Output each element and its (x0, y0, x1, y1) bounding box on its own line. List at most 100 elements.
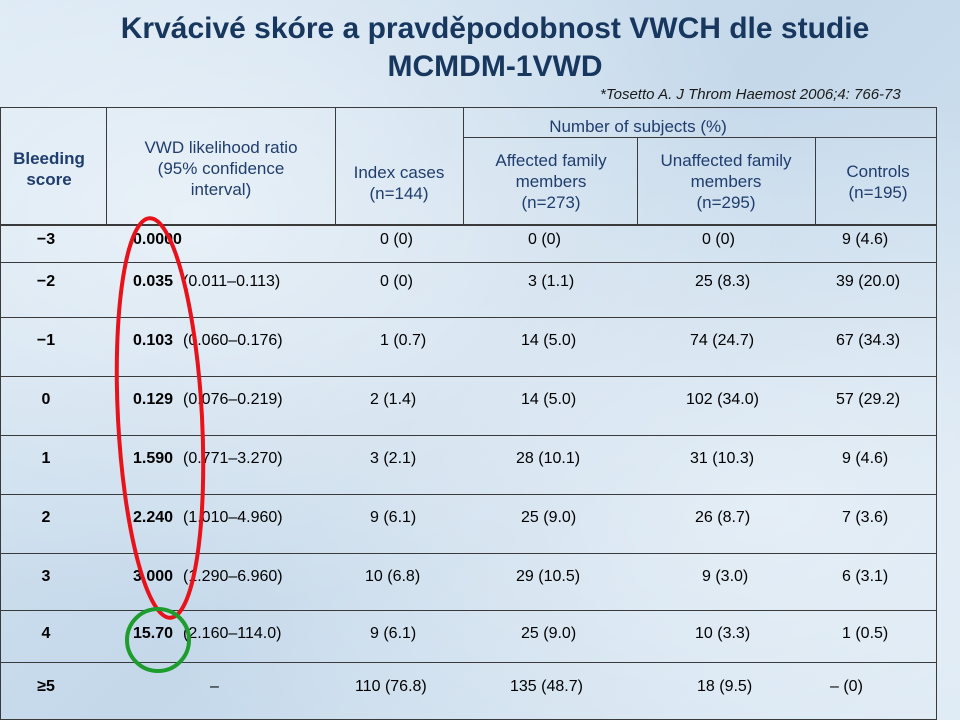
col-divider (106, 107, 107, 225)
row-score: −3 (36, 231, 56, 248)
row-separator (0, 435, 937, 436)
header-line: Controls (846, 162, 910, 181)
header-line: Bleeding (13, 149, 85, 168)
header-line: interval) (190, 180, 252, 199)
header-line: (n=295) (696, 193, 756, 212)
index-value: 110 (76.8) (355, 678, 427, 695)
row-score: 4 (41, 625, 51, 642)
red-highlight-ellipse (114, 216, 206, 620)
affected-value: 135 (48.7) (510, 678, 583, 695)
likelihood-ci: (2.160–114.0) (183, 625, 282, 642)
header-line: members (515, 172, 587, 191)
index-value: 0 (0) (380, 231, 413, 248)
index-value: 9 (6.1) (370, 509, 417, 526)
row-score: ≥5 (37, 678, 55, 695)
header-bleeding-score: Bleeding score (4, 148, 94, 190)
header-line: score (26, 170, 72, 189)
table-left-line (0, 107, 1, 719)
likelihood-value: 0.103 (133, 332, 174, 349)
index-value: 0 (0) (380, 273, 413, 290)
row-separator (0, 262, 937, 263)
likelihood-ci: (0.060–0.176) (183, 332, 283, 349)
affected-value: 25 (9.0) (521, 509, 577, 526)
affected-value: 14 (5.0) (521, 391, 577, 408)
row-score: 1 (41, 450, 51, 467)
green-highlight-circle (125, 607, 191, 673)
page-title: Krvácivé skóre a pravděpodobnost VWCH dl… (60, 10, 930, 86)
header-index-cases: Index cases (n=144) (336, 162, 462, 204)
col-divider (463, 107, 464, 225)
citation: *Tosetto A. J Throm Haemost 2006;4: 766-… (600, 86, 901, 103)
index-value: 3 (2.1) (370, 450, 417, 467)
unaffected-value: 0 (0) (702, 231, 735, 248)
unaffected-value: 74 (24.7) (690, 332, 755, 349)
controls-value: 9 (4.6) (842, 231, 889, 248)
index-value: 9 (6.1) (370, 625, 417, 642)
unaffected-value: 9 (3.0) (702, 568, 749, 585)
controls-value: 7 (3.6) (842, 509, 889, 526)
col-divider (637, 138, 638, 225)
title-line-2: MCMDM-1VWD (387, 50, 603, 83)
row-score: 3 (41, 568, 51, 585)
likelihood-value: 0.129 (133, 391, 174, 408)
controls-value: 67 (34.3) (836, 332, 901, 349)
controls-value: 57 (29.2) (836, 391, 901, 408)
row-separator (0, 317, 937, 318)
likelihood-value: 15.70 (133, 625, 174, 642)
affected-value: 14 (5.0) (521, 332, 577, 349)
controls-value: 9 (4.6) (842, 450, 889, 467)
likelihood-ci: (1.290–6.960) (183, 568, 283, 585)
unaffected-value: 25 (8.3) (695, 273, 751, 290)
row-separator (0, 610, 937, 611)
header-line: (n=273) (521, 193, 581, 212)
title-line-1: Krvácivé skóre a pravděpodobnost VWCH dl… (120, 12, 870, 45)
affected-value: 29 (10.5) (516, 568, 581, 585)
controls-value: 6 (3.1) (842, 568, 889, 585)
unaffected-value: 10 (3.3) (695, 625, 751, 642)
header-unaffected: Unaffected family members (n=295) (638, 150, 814, 213)
unaffected-value: 102 (34.0) (686, 391, 759, 408)
subheader-line (463, 137, 937, 138)
header-number-of-subjects: Number of subjects (%) (549, 117, 727, 136)
header-controls: Controls (n=195) (816, 161, 940, 203)
likelihood-value: 1.590 (133, 450, 174, 467)
row-score: 0 (41, 391, 51, 408)
likelihood-ci: (0.771–3.270) (183, 450, 283, 467)
unaffected-value: 26 (8.7) (695, 509, 751, 526)
likelihood-ci: (1.010–4.960) (183, 509, 283, 526)
col-divider (815, 138, 816, 225)
controls-value: 39 (20.0) (836, 273, 901, 290)
row-score: −1 (36, 332, 56, 349)
table-right-line (936, 107, 937, 719)
header-line: Index cases (353, 163, 445, 182)
header-line: (n=144) (369, 184, 429, 203)
affected-value: 3 (1.1) (528, 273, 575, 290)
header-bottom-line (0, 224, 937, 226)
unaffected-value: 18 (9.5) (697, 678, 753, 695)
index-value: 10 (6.8) (365, 568, 421, 585)
header-line: members (690, 172, 762, 191)
affected-value: 0 (0) (528, 231, 561, 248)
table-top-line (0, 107, 937, 108)
header-line: VWD likelihood ratio (144, 138, 298, 157)
row-separator (0, 376, 937, 377)
row-separator (0, 553, 937, 554)
header-line: Unaffected family (660, 151, 792, 170)
row-score: 2 (41, 509, 51, 526)
header-line: Affected family (495, 151, 607, 170)
likelihood-ci: (0.076–0.219) (183, 391, 283, 408)
header-line: (n=195) (848, 183, 908, 202)
likelihood-value: 0.035 (133, 273, 174, 290)
row-separator (0, 494, 937, 495)
header-line: (95% confidence (157, 159, 285, 178)
header-affected: Affected family members (n=273) (466, 150, 636, 213)
row-score: −2 (36, 273, 56, 290)
col-divider (335, 107, 336, 225)
affected-value: 28 (10.1) (516, 450, 581, 467)
header-likelihood: VWD likelihood ratio (95% confidence int… (108, 137, 334, 200)
affected-value: 25 (9.0) (521, 625, 577, 642)
index-value: 1 (0.7) (380, 332, 427, 349)
row-separator (0, 662, 937, 663)
likelihood-value: 2.240 (133, 509, 174, 526)
